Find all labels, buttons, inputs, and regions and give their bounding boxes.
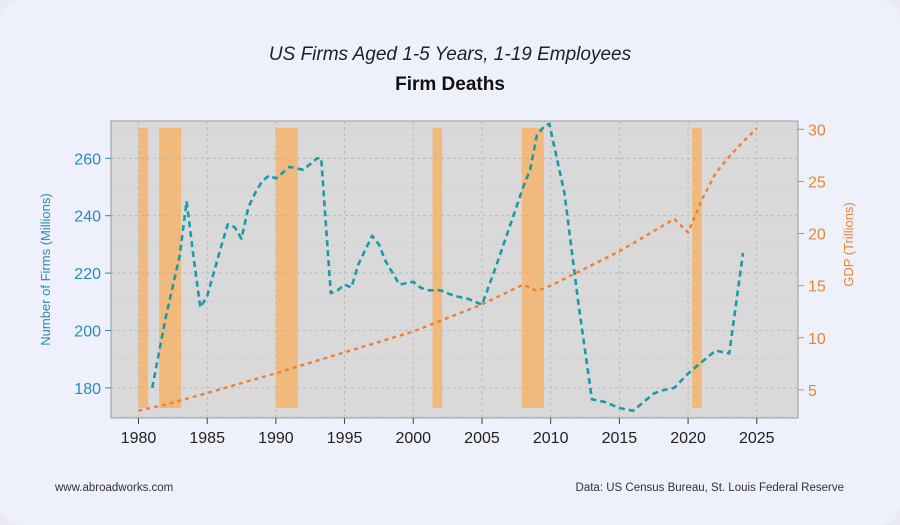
x-tick-label: 2025 [739,430,775,447]
x-tick-label: 2000 [395,430,431,447]
y-axis-label-right: GDP (Trillions) [841,202,856,287]
y-right-tick-label: 30 [808,122,826,139]
plot-area [110,120,799,419]
y-right-tick-label: 20 [808,227,826,244]
x-tick-label: 2005 [464,430,500,447]
y-left-tick-label: 260 [74,151,101,168]
recession-band [692,128,702,408]
y-left-tick-label: 220 [74,266,101,283]
grid [111,121,798,418]
chart-title: US Firms Aged 1-5 Years, 1-19 Employees [268,44,632,65]
firm-deaths-line [150,122,745,413]
recession-band [138,128,149,408]
footer-website: www.abroadworks.com [55,482,174,494]
x-tick-label: 1985 [189,430,225,447]
recession-band [432,128,443,408]
y-right-tick-label: 15 [808,279,826,296]
x-tick-label: 2020 [670,430,706,447]
x-tick-label: 1980 [121,430,157,447]
y-left-tick-label: 180 [74,381,101,398]
y-right-tick-label: 5 [808,383,817,400]
recession-band [159,128,182,408]
y-right-tick-label: 25 [808,174,826,191]
axes: 1980 1985 1990 1995 2000 2005 2010 2015 2020 2025… [74,122,826,447]
footer-source: Data: US Census Bureau, St. Louis Federa… [575,482,844,494]
recession-band [275,128,298,408]
y-axis-label-left: Number of Firms (Millions) [38,193,53,345]
x-tick-label: 2010 [533,430,569,447]
y-left-tick-label: 200 [74,323,101,340]
gdp-line [138,127,758,412]
x-tick-label: 1995 [327,430,363,447]
y-right-tick-label: 10 [808,331,826,348]
chart-subtitle: Firm Deaths [395,74,505,95]
x-tick-label: 2015 [602,430,638,447]
series-lines [138,122,758,413]
recession-band [521,128,544,408]
recession-bands [138,128,702,408]
x-tick-label: 1990 [258,430,294,447]
y-left-tick-label: 240 [74,209,101,226]
